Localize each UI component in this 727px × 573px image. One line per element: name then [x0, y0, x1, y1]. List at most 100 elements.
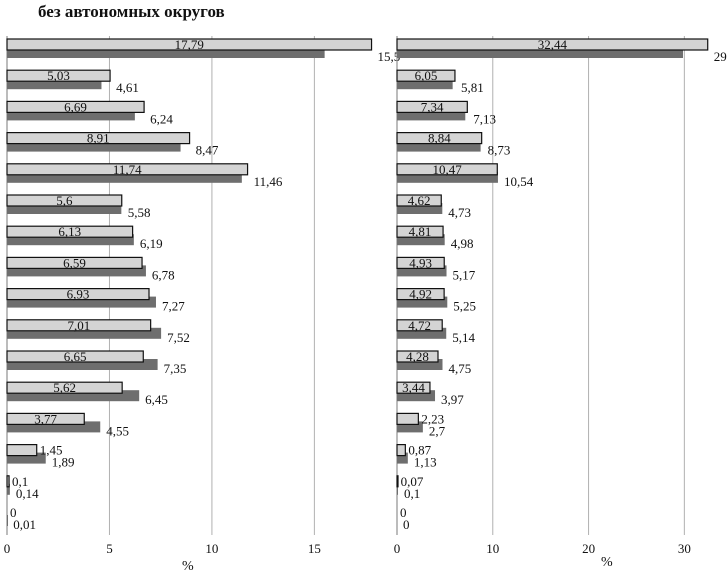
data-label-series-1: 11,74 — [113, 162, 142, 177]
data-label-series-1: 7,01 — [67, 318, 90, 333]
x-tick-label: 0 — [394, 541, 401, 556]
bar-series-1 — [6, 475, 10, 488]
bar-series-2 — [7, 421, 101, 433]
bar-series-1 — [6, 100, 145, 114]
data-label-series-1: 6,93 — [67, 287, 90, 302]
data-label-series-2: 5,25 — [453, 299, 476, 314]
data-label-series-1: 5,03 — [47, 68, 70, 83]
bar-series-2 — [397, 327, 447, 339]
bar-series-1 — [396, 381, 431, 394]
data-label-series-1: 4,72 — [408, 318, 431, 333]
bar-series-1 — [396, 225, 444, 238]
bar-series-2 — [397, 203, 443, 214]
bar-series-2 — [397, 296, 448, 308]
bar-series-1 — [396, 288, 445, 301]
bar-series-1 — [396, 412, 419, 425]
bar-series-1 — [6, 412, 85, 425]
bar-series-2 — [7, 265, 146, 277]
x-axis-label-right: % — [601, 555, 613, 570]
chart-panel-left: 0 5 10 15 17,79 15,5 5,03 4,61 6,69 6,24 8,91 8,47 1… — [4, 36, 400, 556]
bar-series-1 — [6, 319, 152, 332]
bar-series-2 — [7, 47, 325, 58]
data-label-series-2: 4,55 — [106, 423, 129, 438]
data-label-series-1: 6,69 — [64, 99, 87, 114]
data-label-series-2: 7,13 — [473, 111, 496, 126]
bar-series-1 — [6, 163, 249, 176]
bar-series-2 — [7, 390, 140, 402]
bar-series-2 — [7, 109, 135, 121]
bar-series-1 — [396, 38, 709, 51]
x-tick-label: 10 — [486, 541, 499, 556]
bar-series-1 — [6, 132, 191, 145]
data-label-series-1: 4,28 — [406, 349, 429, 364]
bar-series-2 — [397, 171, 498, 183]
data-label-series-2: 0,1 — [404, 486, 420, 501]
data-label-series-1: 8,84 — [428, 131, 451, 146]
data-label-series-1: 17,79 — [175, 37, 204, 52]
data-label-series-1: 6,05 — [415, 68, 438, 83]
data-label-series-1: 6,59 — [63, 255, 86, 270]
bar-series-2 — [7, 171, 242, 183]
data-label-series-1: 4,92 — [409, 287, 432, 302]
bar-series-2 — [7, 203, 122, 214]
data-label-series-2: 5,17 — [453, 267, 476, 282]
data-label-series-2: 7,35 — [164, 361, 187, 376]
data-label-series-1: 0 — [10, 505, 17, 520]
chart-panel-right: 0 10 20 30 32,44 29,86 6,05 5,81 7,34 7,13 8,84 8,7… — [394, 36, 727, 556]
data-label-series-1: 0,07 — [401, 474, 424, 489]
bar-series-2 — [397, 47, 684, 58]
data-label-series-2: 5,14 — [452, 330, 475, 345]
data-label-series-1: 1,45 — [40, 443, 63, 458]
data-label-series-1: 4,62 — [408, 193, 431, 208]
data-label-series-2: 6,45 — [145, 392, 168, 407]
bar-series-1 — [396, 69, 456, 82]
data-label-series-2: 6,78 — [152, 267, 175, 282]
data-label-series-2: 8,73 — [488, 143, 511, 158]
bar-series-1 — [396, 350, 439, 363]
data-label-series-1: 0 — [400, 505, 407, 520]
chart-title: без автономных округов — [38, 2, 225, 21]
x-tick-label: 10 — [205, 541, 218, 556]
data-label-series-1: 5,6 — [56, 193, 73, 208]
bar-series-1 — [6, 38, 373, 51]
bar-series-2 — [397, 234, 445, 246]
bar-series-2 — [397, 265, 447, 277]
data-label-series-2: 3,97 — [441, 392, 464, 407]
data-label-series-2: 0,14 — [16, 486, 39, 501]
data-label-series-2: 1,13 — [414, 455, 437, 470]
data-label-series-2: 4,73 — [448, 205, 471, 220]
data-label-series-2: 10,54 — [504, 174, 534, 189]
data-label-series-2: 6,24 — [150, 111, 173, 126]
data-label-series-1: 6,13 — [58, 224, 81, 239]
x-tick-label: 5 — [106, 541, 113, 556]
x-axis-label-left: % — [182, 559, 194, 573]
data-label-series-1: 6,65 — [64, 349, 87, 364]
data-label-series-2: 4,98 — [451, 236, 474, 251]
data-label-series-1: 10,47 — [433, 162, 463, 177]
data-label-series-1: 0,1 — [12, 474, 28, 489]
data-label-series-1: 3,77 — [34, 411, 57, 426]
data-label-series-2: 5,58 — [128, 205, 151, 220]
data-label-series-1: 4,81 — [409, 224, 432, 239]
x-tick-label: 20 — [582, 541, 595, 556]
bar-series-1 — [6, 225, 134, 238]
data-label-series-1: 7,34 — [421, 99, 444, 114]
data-label-series-2: 1,89 — [52, 455, 75, 470]
bar-series-2 — [7, 483, 10, 495]
bar-series-1 — [6, 381, 123, 394]
bar-series-2 — [7, 140, 181, 152]
bar-series-1 — [396, 100, 468, 114]
data-label-series-1: 8,91 — [87, 131, 110, 146]
bar-series-2 — [7, 515, 8, 526]
data-label-series-2: 0 — [403, 517, 410, 532]
data-label-series-2: 4,75 — [448, 361, 471, 376]
bar-series-1 — [6, 256, 143, 269]
bar-series-1 — [6, 194, 123, 207]
bar-series-2 — [7, 359, 158, 370]
bar-series-1 — [396, 475, 399, 488]
data-label-series-2: 4,61 — [116, 80, 139, 95]
bar-series-2 — [7, 327, 162, 339]
data-label-series-2: 0,01 — [13, 517, 36, 532]
data-label-series-2: 8,47 — [196, 143, 219, 158]
